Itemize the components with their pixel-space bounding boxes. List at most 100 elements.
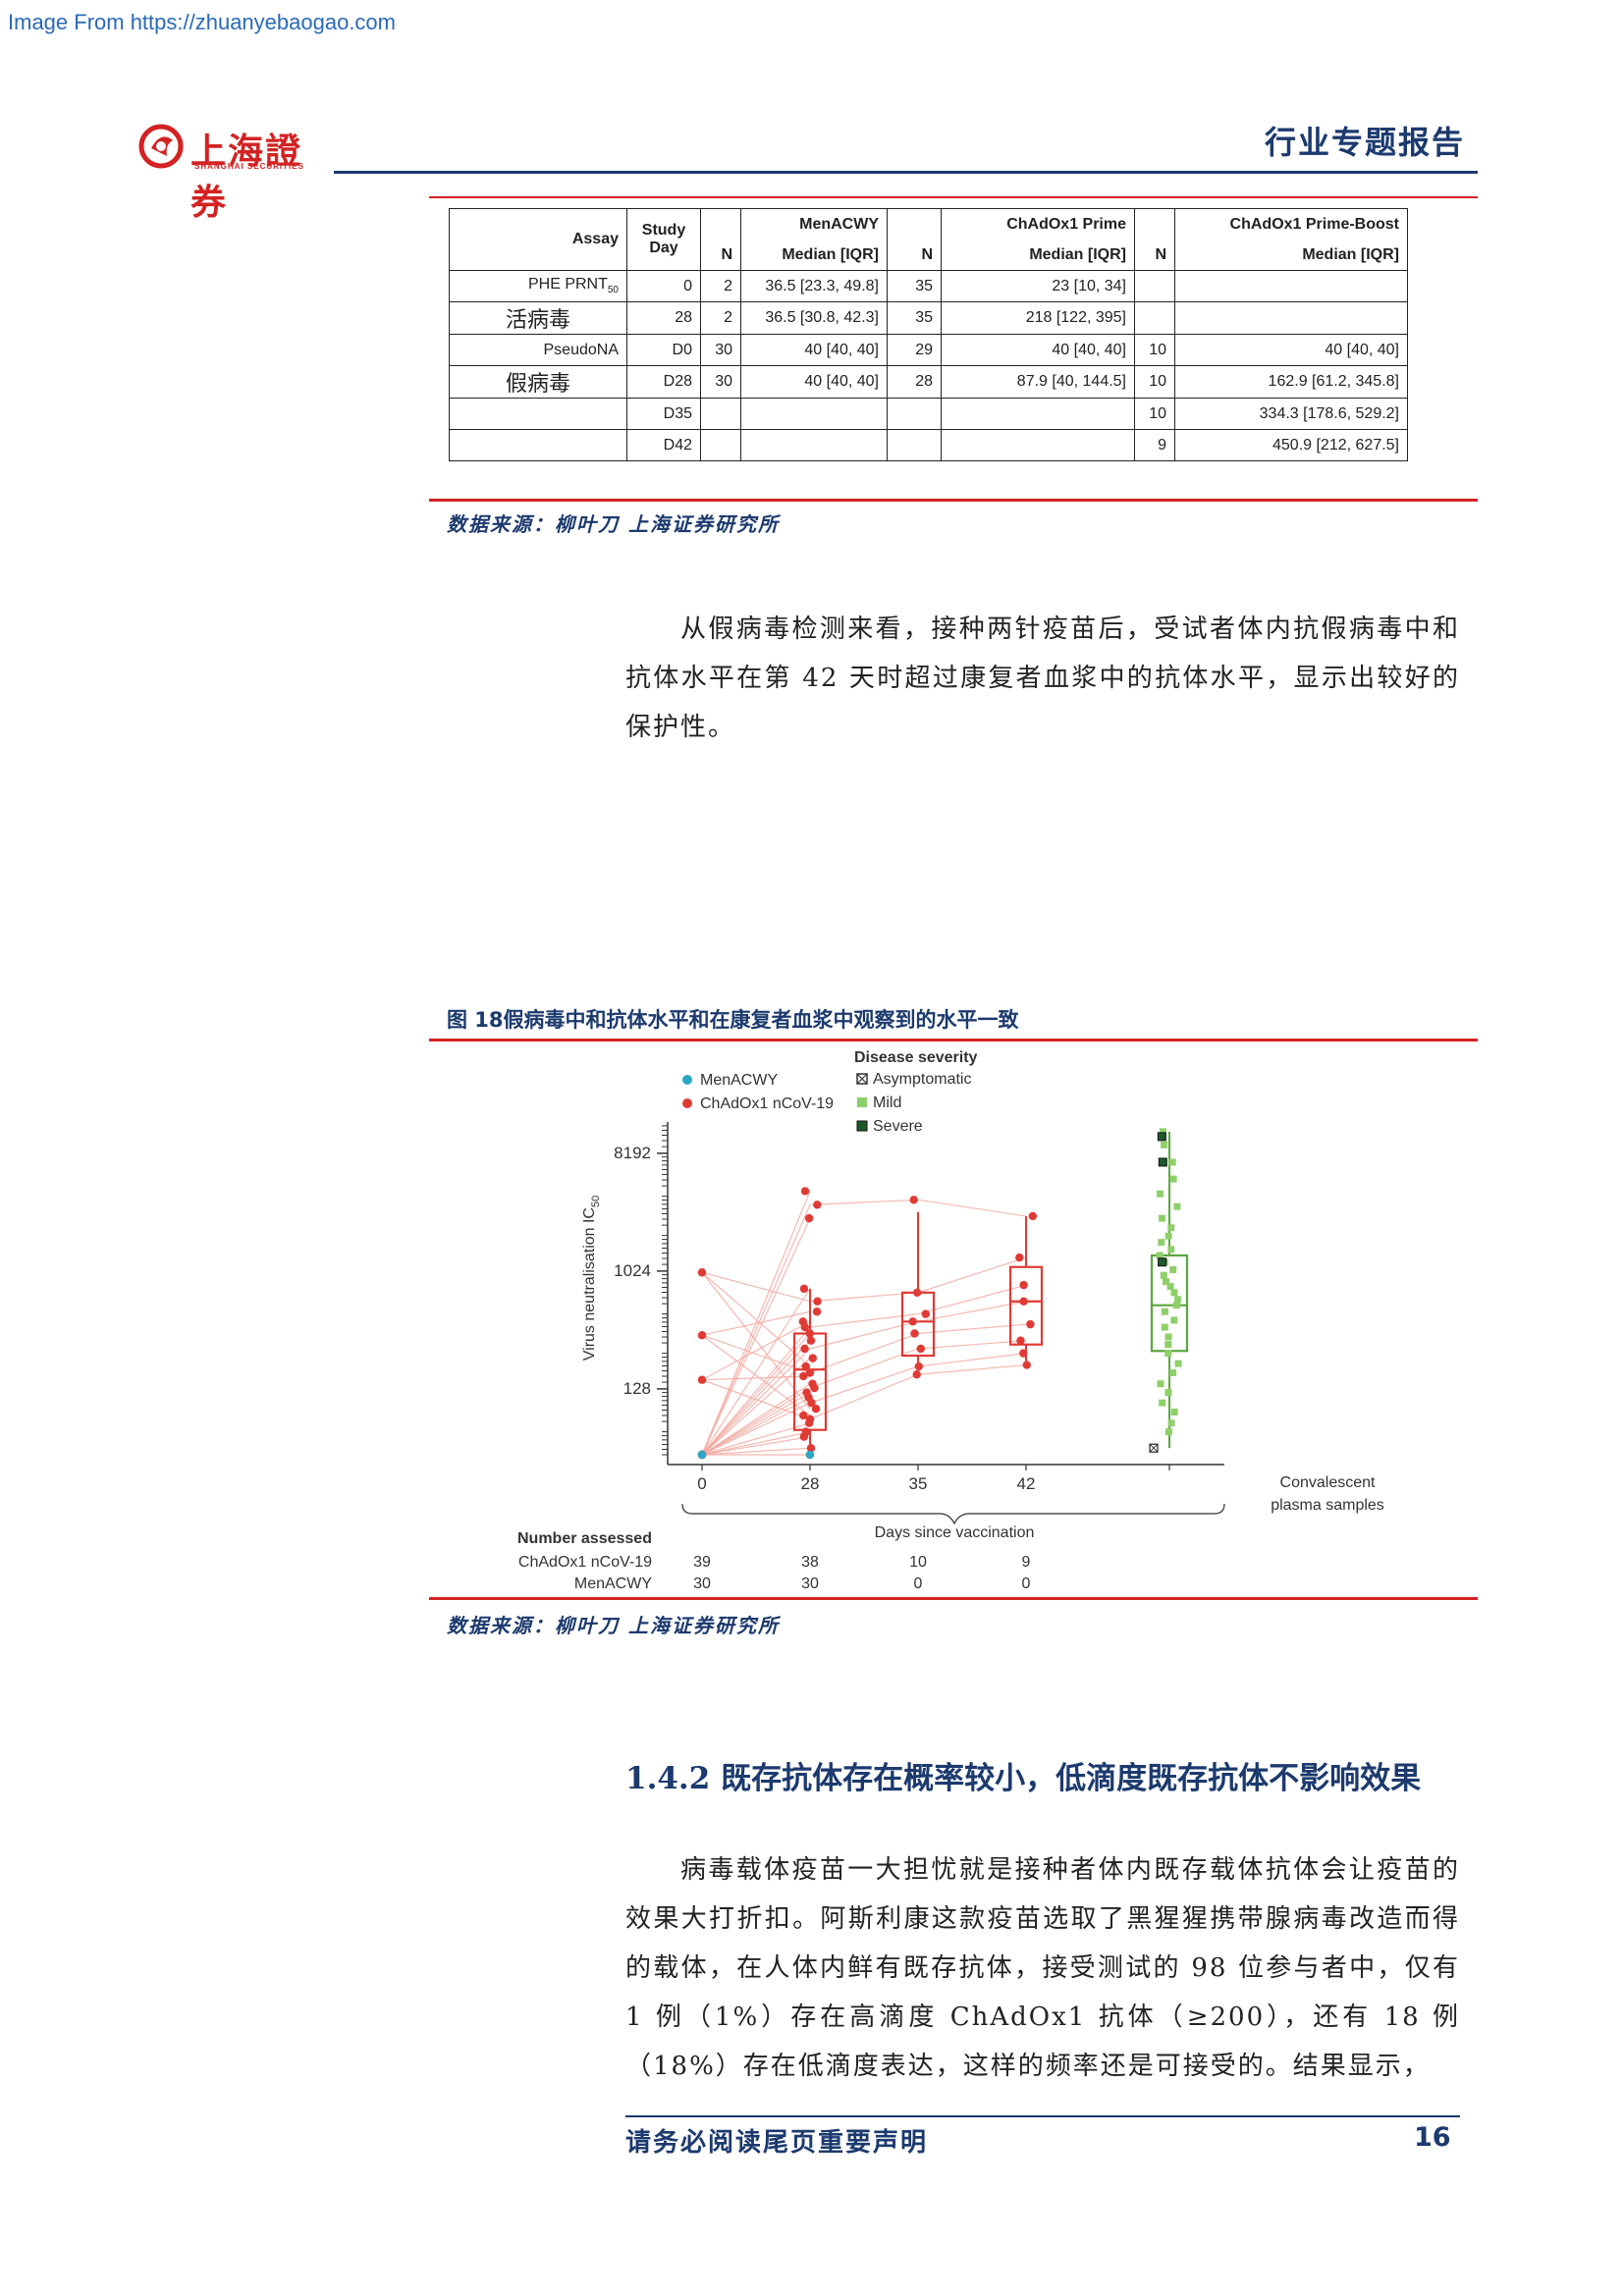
chadox-point	[801, 1362, 810, 1371]
header-chadox-boost: ChAdOx1 Prime-Boost	[1174, 208, 1408, 240]
x-tick-label: 0	[697, 1474, 706, 1493]
neutralisation-chart: Virus neutralisation IC50 128 1024 8192 0 2…	[517, 1049, 1384, 1592]
table-row: 假病毒 D28 30 40 [40, 40] 28 87.9 [40, 144.…	[449, 365, 1408, 399]
figure-source: 数据来源：柳叶刀 上海证券研究所	[447, 1614, 780, 1637]
number-assessed-values: 39 38 10 9 30 30 0 0	[693, 1554, 1030, 1592]
chadox-point	[912, 1370, 921, 1379]
chadox-point	[908, 1317, 917, 1326]
page-number: 16	[1414, 2122, 1451, 2153]
header-median: Median [IQR]	[1174, 240, 1408, 271]
n-cell	[887, 398, 942, 430]
number-assessed-cell: 39	[693, 1554, 711, 1571]
trajectory-line	[701, 1383, 811, 1456]
watermark-text[interactable]: Image From https://zhuanyebaogao.com	[8, 10, 396, 34]
y-axis-label: Virus neutralisation IC50	[581, 1196, 602, 1361]
number-assessed-title: Number assessed	[517, 1530, 652, 1547]
trajectory-line	[917, 1284, 1027, 1315]
chadox-point	[802, 1388, 811, 1397]
mild-point	[1173, 1202, 1181, 1210]
median-cell: 36.5 [30.8, 42.3]	[740, 301, 888, 335]
chadox-point	[798, 1317, 808, 1326]
chadox-point	[1028, 1211, 1038, 1221]
trajectory-line	[917, 1340, 1027, 1350]
mild-point	[1157, 1380, 1164, 1388]
mild-point	[1158, 1239, 1165, 1247]
trajectory-line	[809, 1373, 919, 1420]
trajectory-line	[701, 1379, 811, 1420]
median-cell: 162.9 [61.2, 345.8]	[1174, 365, 1408, 399]
chadox-point	[812, 1308, 822, 1316]
table-bottom-rule	[429, 499, 1478, 502]
chadox-point	[1019, 1280, 1028, 1290]
chadox-point	[909, 1196, 918, 1204]
x-axis-label: Days since vaccination	[875, 1524, 1035, 1541]
median-cell: 40 [40, 40]	[740, 365, 888, 399]
chadox-point	[813, 1201, 822, 1209]
mild-point	[1156, 1252, 1164, 1259]
study-day-cell: 28	[626, 301, 701, 335]
median-cell	[1174, 270, 1408, 302]
n-cell: 10	[1134, 365, 1175, 399]
mild-point	[1156, 1190, 1164, 1198]
mild-point	[1172, 1302, 1180, 1309]
header-median: Median [IQR]	[740, 240, 888, 271]
study-day-cell: D0	[626, 334, 701, 366]
n-cell: 10	[1134, 334, 1175, 366]
trajectory-line	[701, 1447, 811, 1456]
figure-bottom-rule	[429, 1597, 1478, 1600]
assay-label-pseudo: PseudoNA	[449, 334, 627, 366]
median-cell: 40 [40, 40]	[740, 334, 888, 366]
n-cell	[1134, 301, 1175, 335]
table-source: 数据来源：柳叶刀 上海证券研究所	[447, 512, 780, 536]
footer-disclaimer: 请务必阅读尾页重要声明	[625, 2128, 929, 2158]
chadox-point	[799, 1284, 809, 1294]
mild-point	[1169, 1265, 1177, 1273]
legend: MenACWY ChAdOx1 nCoV-19 Disease severity…	[682, 1049, 978, 1135]
mild-point	[1161, 1308, 1168, 1315]
table-row: D42 9 450.9 [212, 627.5]	[449, 429, 1408, 461]
company-logo: 上海證券 SHANGHAI SECURITIES	[137, 123, 324, 223]
median-cell	[1174, 301, 1408, 335]
trajectory-line	[701, 1348, 811, 1456]
data-points	[697, 1128, 1182, 1460]
legend-chadox-marker	[682, 1098, 692, 1108]
assay-label-live-virus: 活病毒	[449, 301, 627, 335]
header-median: Median [IQR]	[941, 240, 1135, 271]
chadox-point	[801, 1427, 811, 1436]
severe-point	[1157, 1132, 1166, 1142]
n-cell: 29	[887, 334, 942, 366]
trajectory-line	[701, 1436, 811, 1456]
table-row: 活病毒 28 2 36.5 [30.8, 42.3] 35 218 [122, …	[449, 301, 1408, 335]
trajectory-line	[701, 1217, 811, 1456]
table-subheader-row: N Median [IQR] N Median [IQR] N Median […	[450, 240, 1408, 271]
chadox-point	[799, 1411, 808, 1420]
severe-point	[1158, 1157, 1167, 1167]
trajectory-line	[701, 1422, 811, 1456]
trajectory-line	[917, 1323, 1027, 1335]
mild-point	[1167, 1419, 1175, 1427]
chadox-point	[811, 1405, 821, 1414]
legend-severity-title: Disease severity	[854, 1049, 978, 1066]
trajectory-line	[809, 1313, 919, 1328]
chadox-point	[1019, 1297, 1028, 1306]
mild-point	[1159, 1399, 1166, 1407]
trajectory-line	[809, 1332, 919, 1374]
convalescent-label-line1: Convalescent	[1280, 1474, 1377, 1491]
number-assessed-cell: 0	[1022, 1575, 1031, 1592]
footer-divider	[625, 2115, 1460, 2117]
trajectory-line	[701, 1271, 811, 1367]
box-iqr	[1008, 1265, 1044, 1346]
chadox-point	[805, 1415, 815, 1423]
asymptomatic-cross	[1149, 1443, 1159, 1453]
header-n: N	[1134, 240, 1175, 271]
n-cell	[700, 398, 741, 430]
trajectory-line	[809, 1292, 919, 1303]
chadox-point	[1019, 1349, 1028, 1358]
convalescent-label-line2: plasma samples	[1271, 1497, 1384, 1514]
chadox-point	[910, 1329, 919, 1338]
trajectory-line	[701, 1326, 811, 1456]
chadox-point	[805, 1329, 814, 1338]
chadox-point	[799, 1371, 808, 1381]
header-chadox-prime: ChAdOx1 Prime	[941, 208, 1135, 240]
legend-menacwy: MenACWY	[700, 1072, 778, 1089]
